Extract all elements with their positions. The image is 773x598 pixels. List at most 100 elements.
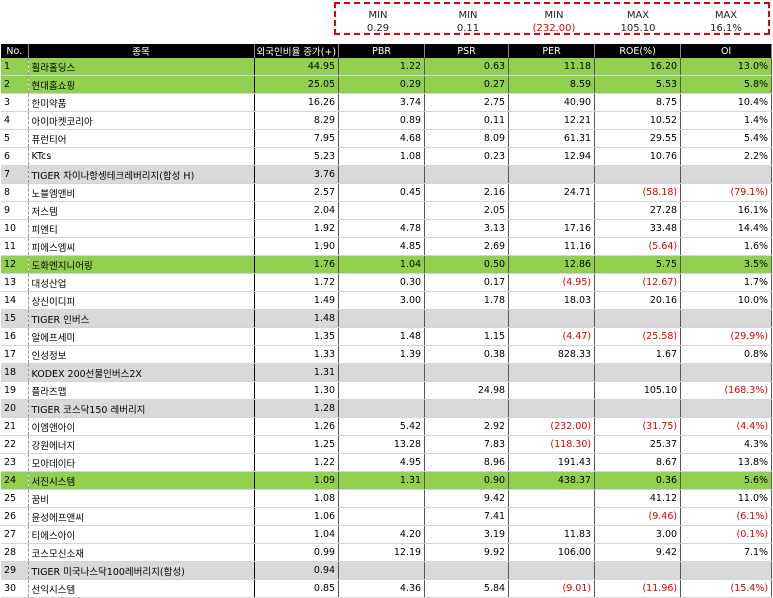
cell-oi <box>680 363 773 382</box>
table-row[interactable]: 1 휠라홀딩스 44.95 1.22 0.63 11.18 16.20 13.0% <box>1 58 773 76</box>
cell-name: 아이마켓코리아 <box>28 111 255 130</box>
table-row[interactable]: 20 TIGER 코스닥150 레버리지 1.28 <box>1 399 773 418</box>
cell-oi: 1.6% <box>680 237 773 256</box>
cell-name: 꿈비 <box>28 489 255 508</box>
cell-foreign: 1.04 <box>254 525 340 544</box>
table-row[interactable]: 7 TIGER 차이나항셍테크레버리지(합성 H) 3.76 <box>1 165 773 184</box>
cell-no: 11 <box>1 237 29 256</box>
cell-roe: 9.42 <box>594 543 682 562</box>
cell-per: 40.90 <box>508 93 596 112</box>
cell-psr: 2.69 <box>424 237 510 256</box>
table-row[interactable]: 2 현대홈쇼핑 25.05 0.29 0.27 8.59 5.53 5.8% <box>1 75 773 94</box>
header-name[interactable]: 종목 <box>28 44 255 58</box>
table-row[interactable]: 17 인성정보 1.33 1.39 0.38 828.33 1.67 0.8% <box>1 345 773 364</box>
cell-pbr: 3.74 <box>338 93 426 112</box>
cell-psr <box>424 561 510 580</box>
table-row[interactable]: 23 모아데이타 1.22 4.95 8.96 191.43 8.67 13.8% <box>1 453 773 472</box>
cell-psr <box>424 399 510 418</box>
table-row[interactable]: 19 플라즈맵 1.30 24.98 105.10 (168.3%) <box>1 381 773 400</box>
table-row[interactable]: 9 저스템 2.04 2.05 27.28 16.1% <box>1 201 773 220</box>
cell-foreign: 1.76 <box>254 255 340 274</box>
cell-name: 모아데이타 <box>28 453 255 472</box>
cell-per: 191.43 <box>508 453 596 472</box>
table-row[interactable]: 18 KODEX 200선물인버스2X 1.31 <box>1 363 773 382</box>
table-row[interactable]: 13 대성산업 1.72 0.30 0.17 (4.95) (12.67) 1.7% <box>1 273 773 292</box>
cell-psr: 0.11 <box>424 111 510 130</box>
cell-per: 61.31 <box>508 129 596 148</box>
header-pbr[interactable]: PBR <box>338 44 426 58</box>
cell-foreign: 1.35 <box>254 327 340 346</box>
header-oi[interactable]: OI <box>680 44 773 58</box>
table-row[interactable]: 14 상신이디피 1.49 3.00 1.78 18.03 20.16 10.0% <box>1 291 773 310</box>
header-roe[interactable]: ROE(%) <box>594 44 682 58</box>
cell-no: 22 <box>1 435 29 454</box>
table-header-row: No. 종목 외국인비율 증가(+) PBR PSR PER ROE(%) OI <box>1 44 773 58</box>
cell-foreign: 8.29 <box>254 111 340 130</box>
cell-psr: 5.84 <box>424 579 510 598</box>
cell-roe: 3.00 <box>594 525 682 544</box>
cell-no: 18 <box>1 363 29 382</box>
table-row[interactable]: 5 퓨런티어 7.95 4.68 8.09 61.31 29.55 5.4% <box>1 129 773 148</box>
header-foreign[interactable]: 외국인비율 증가(+) <box>254 44 340 58</box>
table-row[interactable]: 26 윤성에프앤씨 1.06 7.41 (9.46) (6.1%) <box>1 507 773 526</box>
cell-per: 438.37 <box>508 471 596 490</box>
cell-no: 9 <box>1 201 29 220</box>
cell-roe: 27.28 <box>594 201 682 220</box>
header-psr[interactable]: PSR <box>424 44 510 58</box>
cell-per: 106.00 <box>508 543 596 562</box>
table-row[interactable]: 22 강원에너지 1.25 13.28 7.83 (118.30) 25.37 4.3% <box>1 435 773 454</box>
cell-psr <box>424 309 510 328</box>
table-row[interactable]: 28 코스모신소재 0.99 12.19 9.92 106.00 9.42 7.1% <box>1 543 773 562</box>
cell-roe: (9.46) <box>594 507 682 526</box>
cell-foreign: 1.49 <box>254 291 340 310</box>
table-row[interactable]: 29 TIGER 미국나스닥100레버리지(합성) 0.94 <box>1 561 773 580</box>
cell-no: 17 <box>1 345 29 364</box>
cell-roe: 5.53 <box>594 75 682 94</box>
table-row[interactable]: 30 선익시스템 0.85 4.36 5.84 (9.01) (11.96) (15.4%) <box>1 579 773 598</box>
cell-roe: (31.75) <box>594 417 682 436</box>
table-row[interactable]: 15 TIGER 인버스 1.48 <box>1 309 773 328</box>
cell-oi: 1.4% <box>680 111 773 130</box>
cell-name: 윤성에프앤씨 <box>28 507 255 526</box>
table-row[interactable]: 10 피엔티 1.92 4.78 3.13 17.16 33.48 14.4% <box>1 219 773 238</box>
cell-no: 21 <box>1 417 29 436</box>
table-row[interactable]: 8 노블엠앤비 2.57 0.45 2.16 24.71 (58.18) (79.1%) <box>1 183 773 202</box>
cell-name: 선익시스템 <box>28 579 255 598</box>
cell-oi: 5.6% <box>680 471 773 490</box>
cell-no: 14 <box>1 291 29 310</box>
min-label-per: MIN <box>544 10 564 21</box>
table-row[interactable]: 12 도화엔지니어링 1.76 1.04 0.50 12.86 5.75 3.5% <box>1 255 773 274</box>
cell-pbr <box>338 507 426 526</box>
cell-no: 29 <box>1 561 29 580</box>
cell-pbr: 4.85 <box>338 237 426 256</box>
cell-roe: 29.55 <box>594 129 682 148</box>
header-no[interactable]: No. <box>1 44 29 58</box>
cell-per: 11.83 <box>508 525 596 544</box>
table-row[interactable]: 11 피에스엠씨 1.90 4.85 2.69 11.16 (5.64) 1.6% <box>1 237 773 256</box>
cell-pbr: 12.19 <box>338 543 426 562</box>
cell-pbr: 13.28 <box>338 435 426 454</box>
cell-foreign: 1.90 <box>254 237 340 256</box>
cell-foreign: 1.72 <box>254 273 340 292</box>
cell-psr: 0.38 <box>424 345 510 364</box>
cell-roe <box>594 165 682 184</box>
table-row[interactable]: 4 아이마켓코리아 8.29 0.89 0.11 12.21 10.52 1.4% <box>1 111 773 130</box>
table-row[interactable]: 25 꿈비 1.08 9.42 41.12 11.0% <box>1 489 773 508</box>
table-row[interactable]: 27 티에스아이 1.04 4.20 3.19 11.83 3.00 (0.1%) <box>1 525 773 544</box>
table-row[interactable]: 6 KTcs 5.23 1.08 0.23 12.94 10.76 2.2% <box>1 147 773 166</box>
cell-per: 11.18 <box>508 58 596 76</box>
table-row[interactable]: 24 서진시스템 1.09 1.31 0.90 438.37 0.36 5.6% <box>1 471 773 490</box>
cell-no: 25 <box>1 489 29 508</box>
cell-per: (9.01) <box>508 579 596 598</box>
cell-per: 11.16 <box>508 237 596 256</box>
table-row[interactable]: 16 알에프세미 1.35 1.48 1.15 (4.47) (25.58) (29.9%) <box>1 327 773 346</box>
cell-foreign: 1.25 <box>254 435 340 454</box>
table-row[interactable]: 21 이엠앤아이 1.26 5.42 2.92 (232.00) (31.75) (4.4%) <box>1 417 773 436</box>
cell-foreign: 1.92 <box>254 219 340 238</box>
cell-per: 828.33 <box>508 345 596 364</box>
cell-foreign: 16.26 <box>254 93 340 112</box>
cell-foreign: 1.48 <box>254 309 340 328</box>
cell-foreign: 0.85 <box>254 579 340 598</box>
table-row[interactable]: 3 한미약품 16.26 3.74 2.75 40.90 8.75 10.4% <box>1 93 773 112</box>
header-per[interactable]: PER <box>508 44 596 58</box>
